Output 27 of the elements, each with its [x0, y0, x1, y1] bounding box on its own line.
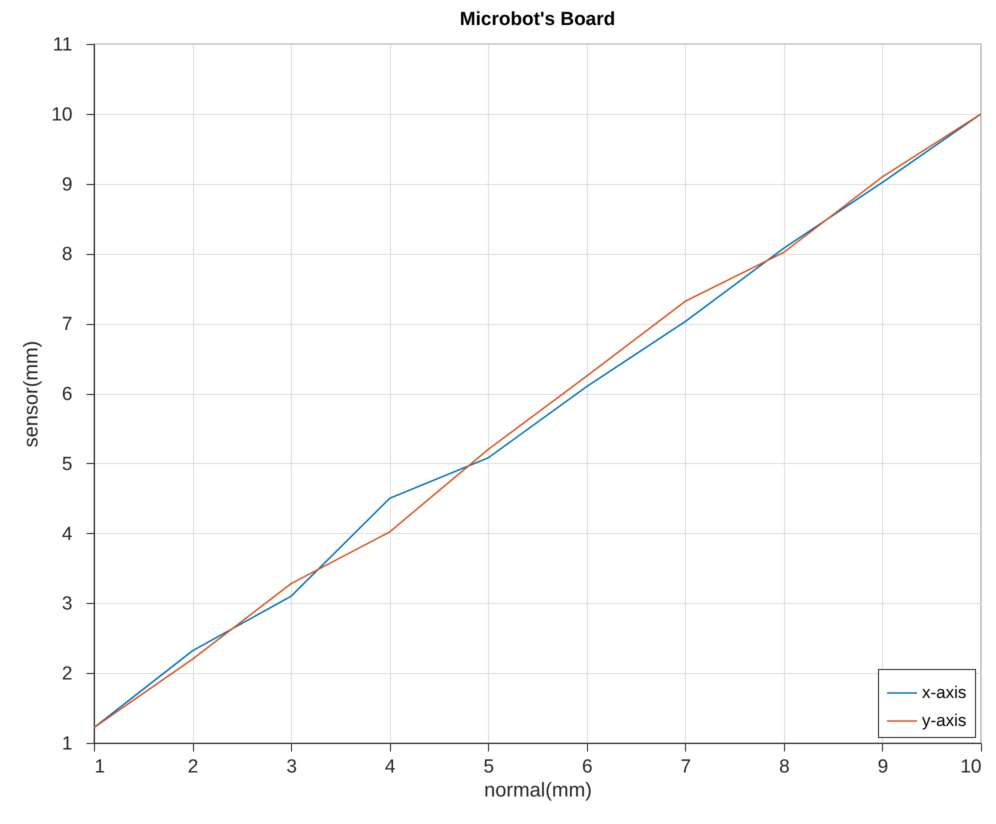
- y-tick-label: 8: [62, 244, 72, 266]
- x-tick-label: 3: [286, 756, 297, 778]
- x-tick-label: 10: [960, 756, 982, 778]
- y-tick-label: 1: [62, 734, 72, 754]
- x-tick-label: 2: [188, 756, 198, 778]
- y-tick-label: 9: [62, 174, 72, 196]
- chart-title: Microbot's Board: [460, 9, 616, 30]
- y-tick-label: 7: [62, 314, 72, 336]
- y-tick-label: 6: [62, 384, 72, 405]
- x-tick-label: 1: [94, 756, 106, 778]
- x-tick-label: 6: [582, 756, 593, 778]
- x-tick-label: 5: [483, 756, 494, 778]
- y-tick-label: 2: [62, 664, 72, 685]
- line-series: [94, 113, 981, 728]
- legend-label: x-axis: [922, 683, 966, 702]
- x-tick-label: 4: [384, 756, 396, 778]
- x-tick-label: 8: [779, 756, 790, 778]
- y-tick-label: 11: [52, 34, 72, 56]
- x-tick-label: 9: [878, 756, 888, 778]
- x-tick-label: 7: [680, 756, 692, 778]
- y-axis-title: sensor(mm): [20, 340, 42, 448]
- x-axis-title: normal(mm): [484, 780, 592, 802]
- y-tick-label: 5: [62, 454, 72, 475]
- y-tick-label: 3: [62, 594, 72, 615]
- legend-label: y-axis: [922, 711, 966, 730]
- y-tick-label: 4: [62, 524, 73, 545]
- y-tick-label: 10: [51, 104, 72, 126]
